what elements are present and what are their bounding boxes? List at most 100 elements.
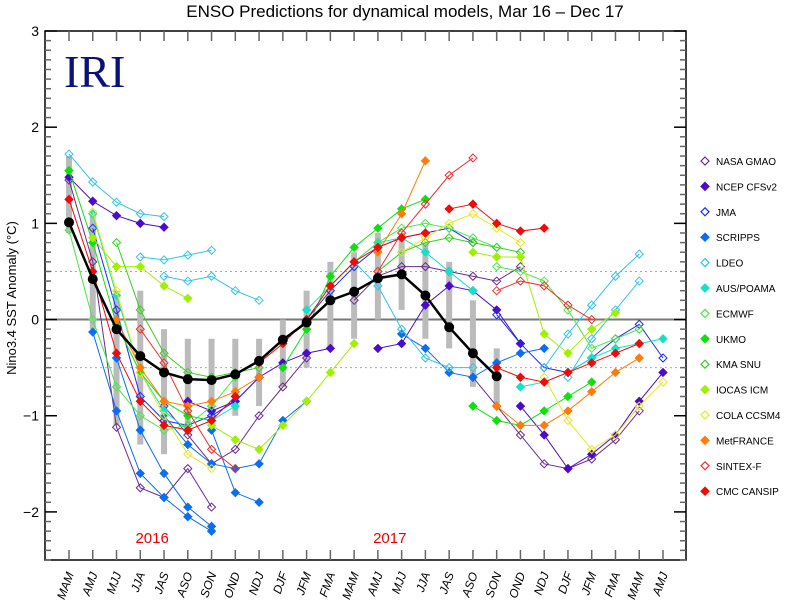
data-point	[206, 463, 217, 474]
series-line	[401, 213, 521, 253]
data-point	[135, 362, 145, 373]
data-point	[539, 223, 549, 233]
data-point	[491, 415, 502, 426]
data-point	[159, 348, 169, 358]
data-point	[396, 233, 407, 243]
data-point	[587, 334, 597, 344]
spread-bar	[256, 338, 263, 407]
legend-label: UKMO	[716, 335, 746, 346]
x-tick-label: JAS	[436, 570, 457, 596]
data-point	[349, 242, 359, 253]
data-point	[159, 425, 169, 435]
data-point	[515, 348, 526, 358]
series-line	[353, 266, 521, 301]
data-point	[515, 266, 526, 277]
legend-marker	[700, 257, 710, 268]
data-point	[183, 449, 193, 459]
data-point	[563, 329, 573, 339]
data-point	[183, 276, 193, 286]
data-point	[135, 425, 145, 435]
data-point	[634, 324, 644, 334]
series-line	[92, 331, 212, 532]
spread-bar	[161, 329, 168, 455]
series-line	[567, 280, 640, 378]
data-point	[349, 261, 359, 272]
legend-marker	[700, 435, 710, 446]
data-point	[468, 233, 478, 243]
series-line	[472, 381, 592, 426]
data-point	[658, 334, 668, 344]
mean-point	[491, 371, 502, 382]
data-point	[539, 343, 549, 354]
data-point	[587, 377, 597, 387]
data-point	[563, 415, 573, 426]
data-point	[230, 285, 241, 296]
spread-bar	[66, 156, 72, 233]
data-point	[159, 396, 169, 407]
data-point	[563, 463, 573, 474]
data-point	[206, 406, 217, 416]
data-point	[135, 218, 145, 229]
data-point	[206, 415, 217, 426]
spread-bar	[184, 338, 191, 435]
series-line	[496, 266, 640, 350]
data-point	[135, 261, 145, 272]
data-point	[420, 247, 431, 257]
data-point	[135, 396, 145, 407]
data-point	[444, 362, 454, 373]
x-tick-label: SON	[482, 570, 504, 600]
data-point	[515, 226, 526, 236]
data-point	[88, 233, 98, 243]
data-point	[373, 242, 383, 253]
data-point	[206, 459, 217, 469]
data-point	[301, 305, 312, 315]
x-tick-label: AMJ	[364, 569, 386, 598]
data-point	[325, 281, 336, 291]
data-point	[539, 377, 549, 387]
data-point	[468, 362, 478, 373]
data-point	[88, 207, 98, 217]
legend-label: NCEP CFSv2	[716, 182, 777, 193]
plot-background	[45, 31, 686, 560]
data-point	[206, 420, 217, 431]
legend: NASA GMAO NCEP CFSv2 JMA SCRIPPS LDEO AUS/POA…	[700, 156, 781, 498]
data-point	[468, 271, 478, 281]
series-iocas-icm	[88, 233, 621, 455]
data-point	[587, 444, 597, 455]
mean-point	[372, 273, 383, 284]
data-point	[88, 177, 98, 187]
data-point	[587, 358, 597, 368]
data-point	[587, 343, 597, 354]
data-point	[587, 324, 597, 334]
data-point	[254, 459, 264, 469]
data-point	[658, 367, 668, 378]
data-point	[444, 233, 454, 243]
data-point	[206, 526, 217, 536]
data-point	[159, 358, 169, 368]
mean-point	[349, 286, 360, 297]
data-point	[111, 422, 122, 432]
series-line	[377, 157, 474, 272]
y-tick-label: 1	[31, 215, 39, 231]
data-point	[468, 237, 478, 248]
legend-item: SINTEX-F	[700, 460, 762, 473]
data-point	[444, 266, 454, 277]
legend-item: AUS/POAMA	[700, 283, 776, 295]
data-point	[111, 197, 122, 207]
data-point	[254, 411, 264, 421]
data-point	[278, 362, 288, 373]
data-point	[634, 276, 644, 286]
legend-marker	[700, 333, 710, 344]
legend-item: JMA	[700, 206, 736, 219]
data-point	[88, 327, 98, 337]
series-line	[139, 328, 236, 470]
data-point	[634, 338, 644, 349]
data-point	[420, 218, 431, 229]
data-point	[159, 281, 169, 291]
data-point	[539, 362, 549, 373]
reference-lines	[45, 270, 686, 369]
legend-marker	[700, 486, 710, 497]
data-point	[254, 444, 264, 455]
data-point	[491, 223, 502, 233]
data-point	[135, 483, 145, 493]
